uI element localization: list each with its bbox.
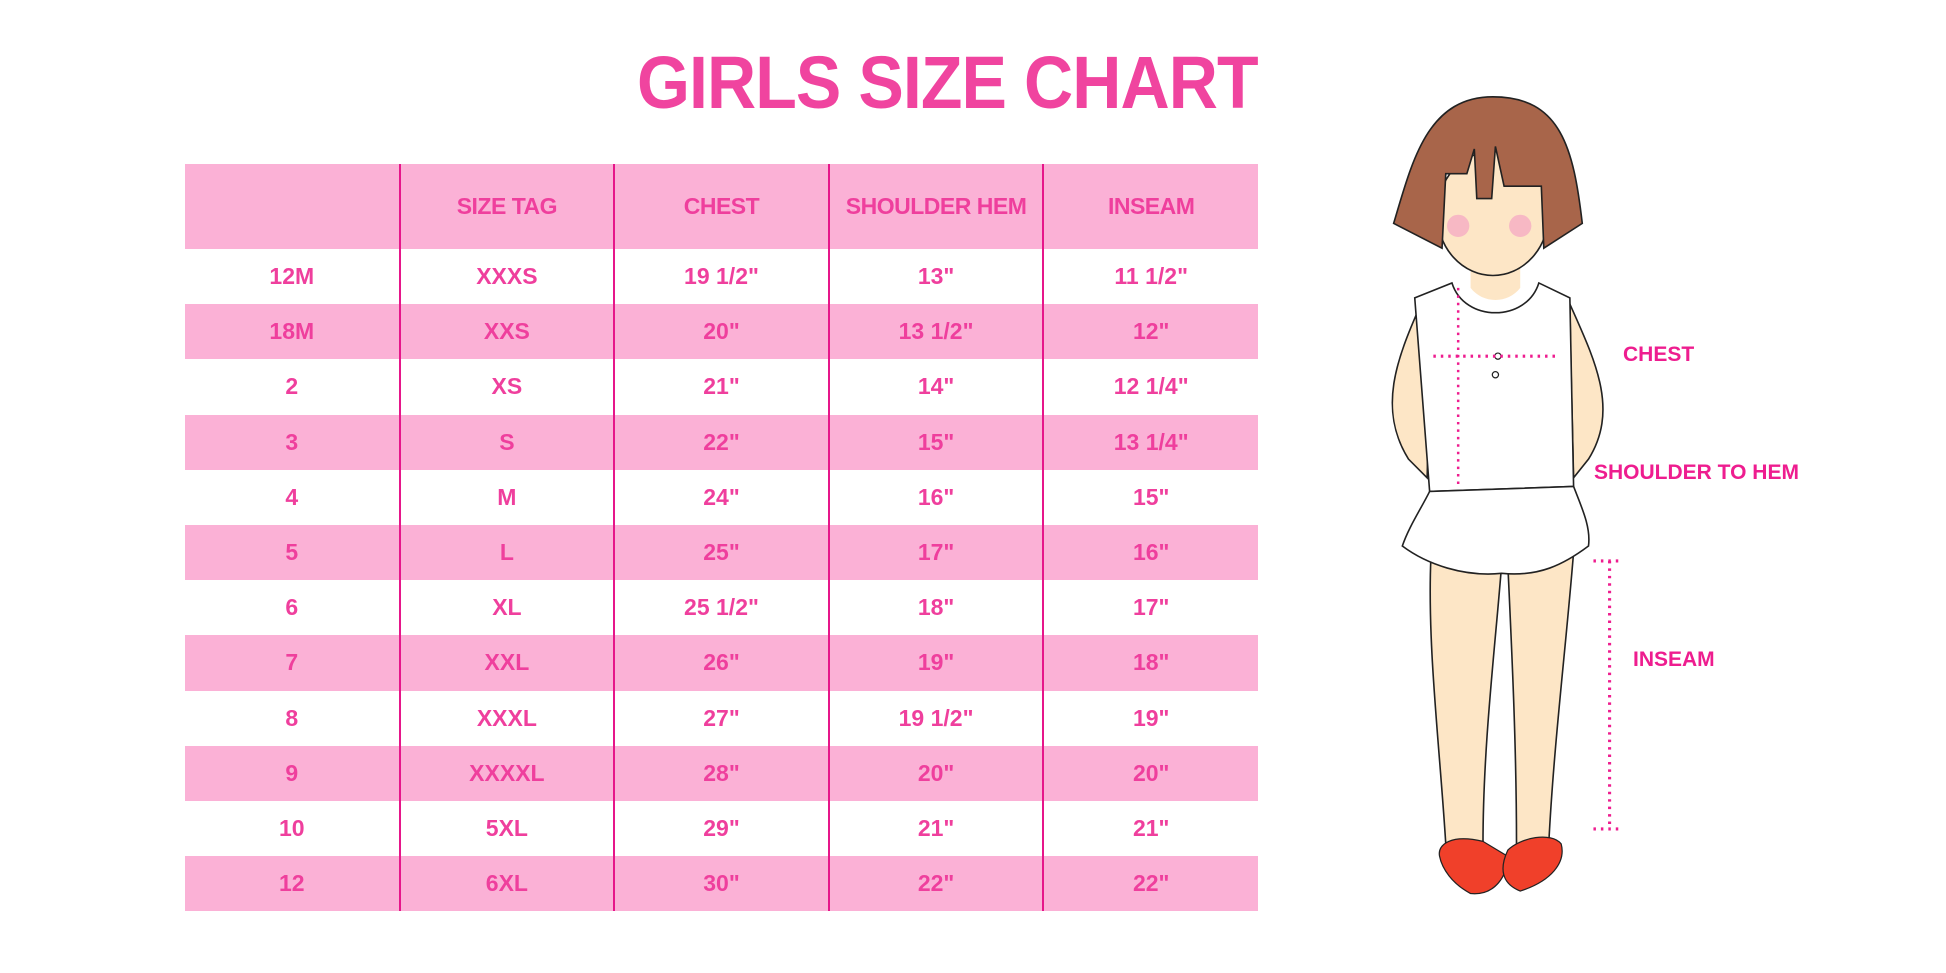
- size-chart-table: SIZE TAG CHEST SHOULDER HEM INSEAM 12M XX…: [185, 164, 1258, 912]
- table-cell: 22": [827, 856, 1044, 912]
- table-row: 9 XXXXL 28" 20" 20": [185, 745, 1258, 801]
- table-cell: XXXL: [398, 690, 615, 746]
- table-cell: 21": [613, 359, 829, 415]
- table-cell: 18M: [185, 304, 400, 360]
- table-cell: 24": [613, 469, 829, 525]
- table-cell: 10: [279, 814, 305, 841]
- table-cell: 4: [285, 483, 299, 510]
- table-cell: 16": [827, 469, 1044, 525]
- page-title: GIRLS SIZE CHART: [637, 41, 1259, 124]
- table-cell: 21": [827, 800, 1044, 857]
- header-cell: SHOULDER HEM: [827, 164, 1044, 249]
- table-row: 12 6XL 30" 22" 22": [185, 856, 1258, 912]
- table-cell: 19": [827, 635, 1044, 691]
- table-cell: 15": [827, 414, 1044, 470]
- table-cell: 12: [185, 856, 400, 912]
- table-cell: XXS: [398, 304, 615, 360]
- table-cell: 19": [1042, 690, 1258, 746]
- table-row: 10 5XL 29" 21" 21": [185, 800, 1258, 857]
- table-cell: 20": [1042, 745, 1258, 801]
- table-row: 6 XL 25 1/2" 18" 17": [185, 580, 1258, 636]
- table-row: 7 XXL 26" 19" 18": [185, 635, 1258, 691]
- table-cell: 8: [285, 704, 299, 731]
- table-row: 12M XXXS 19 1/2" 13" 11 1/2": [185, 249, 1258, 305]
- header-cell: [185, 164, 400, 249]
- table-cell: 20": [827, 745, 1044, 801]
- table-cell: XXXS: [398, 249, 615, 305]
- table-header-row: SIZE TAG CHEST SHOULDER HEM INSEAM: [185, 164, 1258, 249]
- table-row: 8 XXXL 27" 19 1/2" 19": [185, 690, 1258, 746]
- table-cell: 15": [1042, 469, 1258, 525]
- table-cell: 27": [613, 690, 829, 746]
- table-cell: 3: [185, 414, 400, 470]
- table-row: 2 XS 21" 14" 12 1/4": [185, 359, 1258, 415]
- table-cell: 30": [613, 856, 829, 912]
- table-cell: 25": [613, 524, 829, 581]
- table-cell: 29": [613, 800, 829, 857]
- table-cell: XXL: [398, 635, 615, 691]
- table-cell: 14": [827, 359, 1044, 415]
- table-row: 3 S 22" 15" 13 1/4": [185, 414, 1258, 470]
- table-cell: 5XL: [398, 800, 615, 857]
- table-cell: 6: [285, 594, 299, 621]
- table-cell: 17": [827, 524, 1044, 581]
- table-cell: 9: [185, 745, 400, 801]
- table-cell: 13 1/4": [1042, 414, 1258, 470]
- table-cell: XL: [398, 580, 615, 636]
- header-cell: CHEST: [613, 164, 829, 249]
- table-cell: 13 1/2": [827, 304, 1044, 360]
- table-cell: 12": [1042, 304, 1258, 360]
- table-cell: 12M: [269, 263, 315, 290]
- table-cell: 19 1/2": [827, 690, 1044, 746]
- table-cell: 11 1/2": [1042, 249, 1258, 305]
- table-cell: L: [398, 524, 615, 581]
- table-cell: M: [398, 469, 615, 525]
- header-cell: SIZE TAG: [398, 164, 615, 249]
- table-row: 18M XXS 20" 13 1/2" 12": [185, 304, 1258, 360]
- table-cell: XXXXL: [398, 745, 615, 801]
- table-cell: 13": [827, 249, 1044, 305]
- table-cell: 6XL: [398, 856, 615, 912]
- table-cell: 21": [1042, 800, 1258, 857]
- table-cell: 7: [185, 635, 400, 691]
- table-cell: 2: [285, 373, 299, 400]
- table-cell: 22": [1042, 856, 1258, 912]
- table-cell: 17": [1042, 580, 1258, 636]
- table-cell: 22": [613, 414, 829, 470]
- table-cell: 12 1/4": [1042, 359, 1258, 415]
- table-row: 4 M 24" 16" 15": [185, 469, 1258, 525]
- table-cell: 19 1/2": [613, 249, 829, 305]
- table-cell: XS: [398, 359, 615, 415]
- table-cell: 28": [613, 745, 829, 801]
- table-cell: 18": [1042, 635, 1258, 691]
- table-cell: S: [398, 414, 615, 470]
- shoulder-to-hem-label: SHOULDER TO HEM: [1594, 461, 1799, 484]
- table-row: 5 L 25" 17" 16": [185, 524, 1258, 581]
- table-cell: 20": [613, 304, 829, 360]
- table-cell: 18": [827, 580, 1044, 636]
- table-cell: 26": [613, 635, 829, 691]
- header-cell: INSEAM: [1042, 164, 1258, 249]
- table-cell: 25 1/2": [613, 580, 829, 636]
- inseam-label: INSEAM: [1633, 648, 1715, 671]
- table-cell: 5: [185, 524, 400, 581]
- table-cell: 16": [1042, 524, 1258, 581]
- chest-label: CHEST: [1623, 343, 1695, 366]
